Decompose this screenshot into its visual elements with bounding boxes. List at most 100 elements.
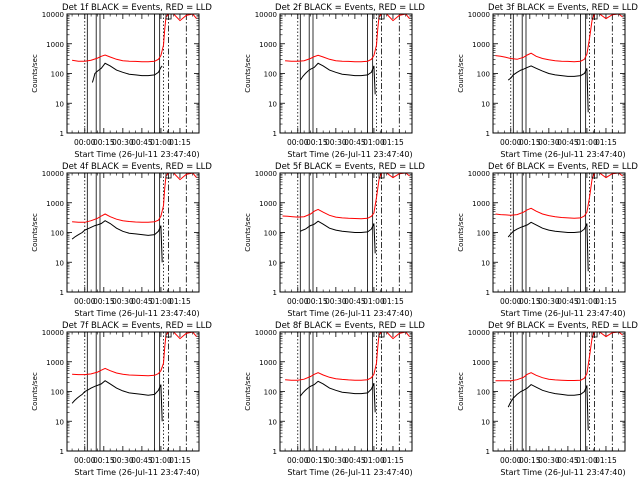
plot-frame bbox=[66, 172, 200, 293]
chart-title: Det 2f BLACK = Events, RED = LLD bbox=[275, 3, 425, 13]
y-tick-label: 1 bbox=[486, 130, 490, 138]
y-tick-label: 10 bbox=[268, 418, 277, 426]
events-series-line bbox=[507, 65, 589, 113]
chart-title: Det 4f BLACK = Events, RED = LLD bbox=[62, 162, 212, 172]
y-tick-label: 10 bbox=[55, 259, 64, 267]
x-tick-label: 00:15 bbox=[93, 297, 115, 306]
detector-chart-1: Det 1f BLACK = Events, RED = LLD Counts/s… bbox=[31, 3, 212, 159]
events-series-line bbox=[71, 380, 163, 422]
x-tick-label: 01:00 bbox=[150, 138, 172, 147]
x-axis-label: Start Time (26-Jul-11 23:47:40) bbox=[500, 150, 625, 159]
y-tick-label: 100 bbox=[264, 71, 277, 79]
detector-chart-8: Det 8f BLACK = Events, RED = LLD Counts/s… bbox=[244, 321, 425, 477]
y-tick-label: 1000 bbox=[259, 359, 277, 367]
plot-frame bbox=[492, 172, 626, 293]
y-tick-label: 1000 bbox=[46, 41, 64, 49]
y-axis-label: Counts/sec bbox=[457, 213, 465, 252]
y-tick-label: 100 bbox=[477, 230, 490, 238]
x-tick-label: 00:00 bbox=[287, 138, 309, 147]
chart-title: Det 8f BLACK = Events, RED = LLD bbox=[275, 321, 425, 331]
x-tick-label: 01:00 bbox=[363, 297, 385, 306]
y-tick-label: 10 bbox=[55, 418, 64, 426]
chart-title: Det 1f BLACK = Events, RED = LLD bbox=[62, 3, 212, 13]
x-tick-label: 01:15 bbox=[595, 456, 617, 465]
events-series-line bbox=[507, 383, 589, 431]
x-tick-label: 00:00 bbox=[74, 297, 96, 306]
lld-series-line bbox=[72, 332, 197, 377]
y-tick-label: 1000 bbox=[46, 200, 64, 208]
x-tick-label: 01:00 bbox=[576, 138, 598, 147]
x-tick-label: 00:45 bbox=[557, 297, 579, 306]
x-tick-label: 01:15 bbox=[169, 138, 191, 147]
chart-title: Det 5f BLACK = Events, RED = LLD bbox=[275, 162, 425, 172]
x-tick-label: 00:30 bbox=[112, 297, 134, 306]
x-tick-label: 00:15 bbox=[306, 138, 328, 147]
lld-series-line bbox=[72, 173, 197, 223]
x-tick-label: 01:00 bbox=[150, 456, 172, 465]
lld-series-line bbox=[72, 14, 197, 63]
x-axis-label: Start Time (26-Jul-11 23:47:40) bbox=[74, 309, 199, 318]
y-tick-label: 10 bbox=[55, 100, 64, 108]
x-tick-label: 00:00 bbox=[500, 297, 522, 306]
lld-series-line bbox=[285, 14, 410, 63]
x-tick-label: 00:30 bbox=[325, 456, 347, 465]
y-tick-label: 10000 bbox=[255, 170, 277, 178]
events-series-line bbox=[71, 220, 163, 263]
x-tick-label: 01:00 bbox=[150, 297, 172, 306]
x-tick-label: 00:30 bbox=[112, 138, 134, 147]
x-tick-label: 01:00 bbox=[363, 138, 385, 147]
y-tick-label: 1000 bbox=[46, 359, 64, 367]
x-tick-label: 00:30 bbox=[325, 138, 347, 147]
x-tick-label: 00:00 bbox=[74, 456, 96, 465]
events-series-line bbox=[300, 220, 376, 254]
y-tick-label: 10000 bbox=[468, 11, 490, 19]
x-tick-label: 01:15 bbox=[169, 297, 191, 306]
plot-frame bbox=[66, 331, 200, 452]
plot-frame bbox=[492, 13, 626, 134]
chart-title: Det 9f BLACK = Events, RED = LLD bbox=[488, 321, 638, 331]
y-tick-label: 10 bbox=[481, 259, 490, 267]
y-tick-label: 100 bbox=[264, 230, 277, 238]
y-tick-label: 100 bbox=[264, 389, 277, 397]
y-tick-label: 1 bbox=[273, 448, 277, 456]
y-tick-label: 1 bbox=[60, 448, 64, 456]
x-tick-label: 00:00 bbox=[287, 456, 309, 465]
y-tick-label: 10000 bbox=[255, 11, 277, 19]
detector-chart-5: Det 5f BLACK = Events, RED = LLD Counts/s… bbox=[244, 162, 425, 318]
x-tick-label: 01:15 bbox=[382, 297, 404, 306]
y-tick-label: 1 bbox=[273, 289, 277, 297]
y-tick-label: 100 bbox=[477, 389, 490, 397]
events-series-line bbox=[91, 62, 163, 83]
y-tick-label: 1 bbox=[60, 130, 64, 138]
y-tick-label: 100 bbox=[51, 230, 64, 238]
y-axis-label: Counts/sec bbox=[244, 54, 252, 93]
events-series-line bbox=[299, 380, 376, 413]
detector-chart-9: Det 9f BLACK = Events, RED = LLD Counts/s… bbox=[457, 321, 638, 477]
y-tick-label: 1 bbox=[486, 448, 490, 456]
y-axis-label: Counts/sec bbox=[31, 372, 39, 411]
y-tick-label: 100 bbox=[477, 71, 490, 79]
y-tick-label: 1000 bbox=[259, 41, 277, 49]
x-tick-label: 00:15 bbox=[93, 138, 115, 147]
x-tick-label: 00:30 bbox=[112, 456, 134, 465]
x-axis-label: Start Time (26-Jul-11 23:47:40) bbox=[287, 468, 412, 477]
x-tick-label: 00:45 bbox=[344, 138, 366, 147]
x-axis-label: Start Time (26-Jul-11 23:47:40) bbox=[500, 468, 625, 477]
detector-chart-3: Det 3f BLACK = Events, RED = LLD Counts/s… bbox=[457, 3, 638, 159]
x-tick-label: 00:00 bbox=[74, 138, 96, 147]
y-tick-label: 10 bbox=[481, 100, 490, 108]
y-axis-label: Counts/sec bbox=[244, 213, 252, 252]
y-tick-label: 1 bbox=[60, 289, 64, 297]
plot-frame bbox=[279, 331, 413, 452]
y-tick-label: 1 bbox=[273, 130, 277, 138]
x-tick-label: 00:15 bbox=[306, 297, 328, 306]
x-tick-label: 01:15 bbox=[595, 138, 617, 147]
y-tick-label: 10 bbox=[481, 418, 490, 426]
detector-chart-7: Det 7f BLACK = Events, RED = LLD Counts/s… bbox=[31, 321, 212, 477]
detector-chart-6: Det 6f BLACK = Events, RED = LLD Counts/s… bbox=[457, 162, 638, 318]
x-axis-label: Start Time (26-Jul-11 23:47:40) bbox=[74, 468, 199, 477]
events-series-line bbox=[299, 62, 376, 95]
x-axis-label: Start Time (26-Jul-11 23:47:40) bbox=[74, 150, 199, 159]
detector-chart-4: Det 4f BLACK = Events, RED = LLD Counts/s… bbox=[31, 162, 212, 318]
events-series-line bbox=[507, 221, 589, 272]
